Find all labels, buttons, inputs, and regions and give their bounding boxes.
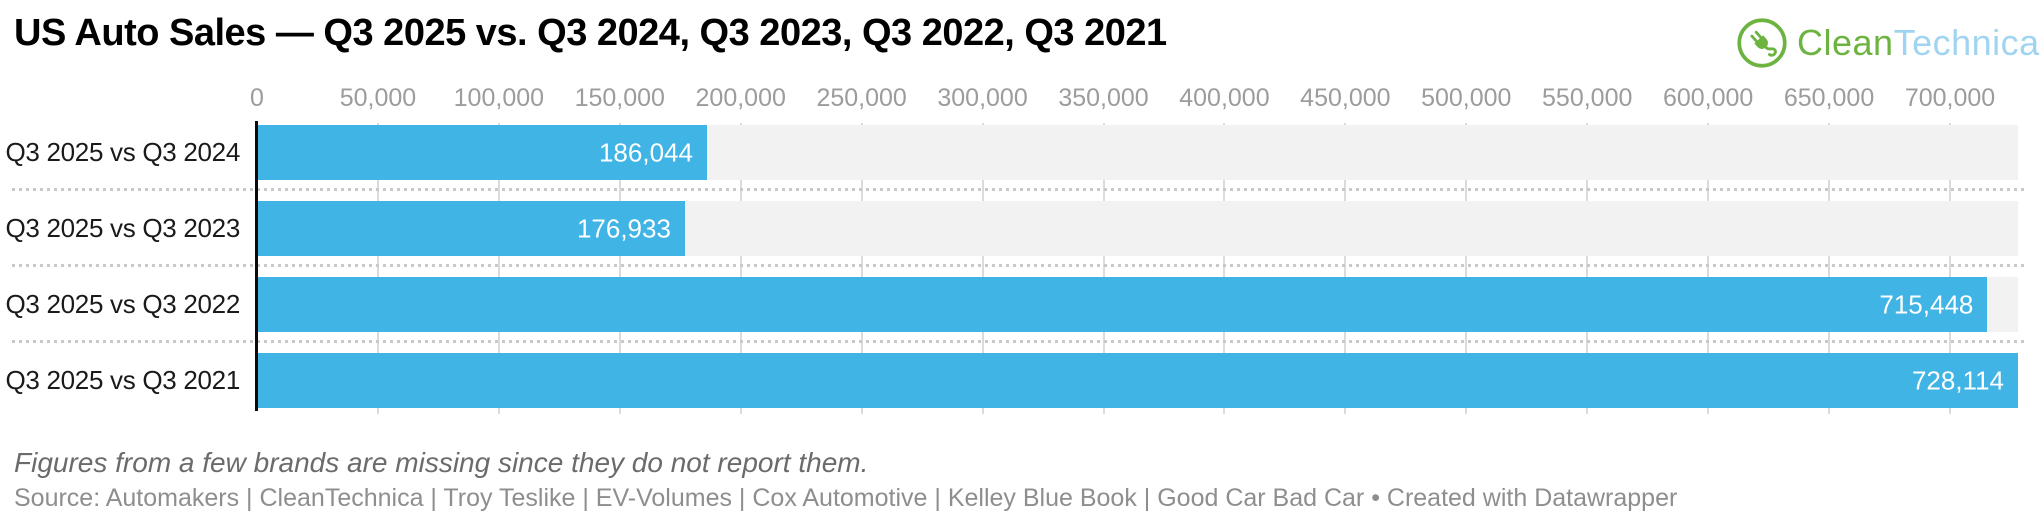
gridline: [1828, 123, 1831, 414]
row-label: Q3 2025 vs Q3 2021: [5, 364, 240, 395]
x-axis-tick-label: 650,000: [1783, 84, 1875, 112]
bar[interactable]: 186,044: [257, 125, 707, 180]
x-axis-tick-label: 300,000: [937, 84, 1028, 112]
gridline: [497, 123, 500, 414]
x-axis-tick-label: 150,000: [574, 84, 665, 112]
bar[interactable]: 176,933: [257, 201, 685, 256]
bar-value-label: 186,044: [598, 137, 693, 167]
row-separator: [12, 264, 2026, 267]
gridline: [1223, 123, 1226, 414]
chart-title: US Auto Sales — Q3 2025 vs. Q3 2024, Q3 …: [14, 12, 1167, 54]
row-label: Q3 2025 vs Q3 2023: [5, 212, 240, 243]
logo-text-clean: Clean: [1797, 22, 1894, 63]
cleantechnica-logo-text: CleanTechnica: [1797, 22, 2040, 64]
cleantechnica-plug-icon: [1736, 17, 1788, 69]
gridline: [1465, 123, 1468, 414]
gridline: [860, 123, 863, 414]
x-axis-tick-label: 450,000: [1300, 84, 1391, 112]
x-axis-tick-label: 550,000: [1542, 84, 1633, 112]
gridline: [1102, 123, 1105, 414]
row-separator: [12, 188, 2026, 191]
chart-note: Figures from a few brands are missing si…: [14, 447, 869, 478]
chart-source: Source: Automakers | CleanTechnica | Tro…: [14, 484, 1678, 512]
x-axis-tick-label: 350,000: [1058, 84, 1149, 112]
gridline: [618, 123, 621, 414]
row-label: Q3 2025 vs Q3 2022: [5, 288, 240, 319]
x-axis-tick-label: 250,000: [816, 84, 907, 112]
gridline: [1949, 123, 1951, 414]
x-axis-tick-label: 500,000: [1421, 84, 1512, 112]
gridline: [1344, 123, 1347, 414]
x-axis-tick-label: 700,000: [1904, 84, 1996, 112]
bar-value-label: 176,933: [576, 213, 671, 243]
cleantechnica-logo[interactable]: CleanTechnica: [1736, 15, 2040, 71]
gridline: [376, 123, 379, 414]
gridline: [1586, 123, 1589, 414]
bar-value-label: 728,114: [1911, 365, 2004, 395]
bar[interactable]: 715,448: [257, 277, 1988, 332]
bar-value-label: 715,448: [1879, 289, 1974, 319]
x-axis-tick-label: 0: [250, 84, 264, 112]
x-axis-tick-label: 600,000: [1662, 84, 1754, 112]
gridline: [981, 123, 984, 414]
x-axis-tick-label: 200,000: [695, 84, 786, 112]
x-axis-tick-label: 100,000: [453, 84, 545, 112]
gridline: [739, 123, 742, 414]
axis-zero-line: [255, 121, 258, 411]
gridline: [1707, 123, 1710, 414]
row-separator: [12, 340, 2026, 343]
x-axis-tick-label: 400,000: [1179, 84, 1270, 112]
row-label: Q3 2025 vs Q3 2024: [5, 136, 240, 167]
bar[interactable]: 728,114: [257, 353, 2018, 408]
logo-text-technica: Technica: [1893, 22, 2040, 63]
x-axis-tick-label: 50,000: [339, 84, 417, 112]
